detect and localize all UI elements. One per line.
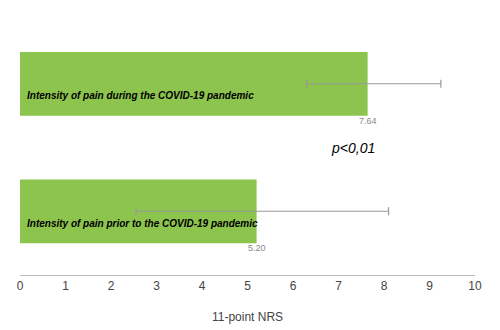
svg-text:9: 9 [426, 279, 433, 293]
svg-text:7.64: 7.64 [359, 116, 377, 126]
svg-text:Intensity of pain during the C: Intensity of pain during the COVID-19 pa… [27, 90, 254, 101]
svg-text:11-point NRS: 11-point NRS [212, 310, 283, 324]
svg-text:5: 5 [244, 279, 251, 293]
svg-text:4: 4 [199, 279, 206, 293]
svg-text:10: 10 [468, 279, 482, 293]
svg-text:7: 7 [335, 279, 342, 293]
svg-text:1: 1 [62, 279, 69, 293]
svg-text:2: 2 [108, 279, 115, 293]
svg-text:8: 8 [381, 279, 388, 293]
svg-text:6: 6 [290, 279, 297, 293]
svg-text:Intensity of pain prior to the: Intensity of pain prior to the COVID-19 … [27, 218, 258, 229]
svg-text:3: 3 [153, 279, 160, 293]
svg-text:5.20: 5.20 [248, 243, 266, 253]
svg-text:p<0,01: p<0,01 [331, 140, 375, 156]
svg-text:0: 0 [17, 279, 24, 293]
